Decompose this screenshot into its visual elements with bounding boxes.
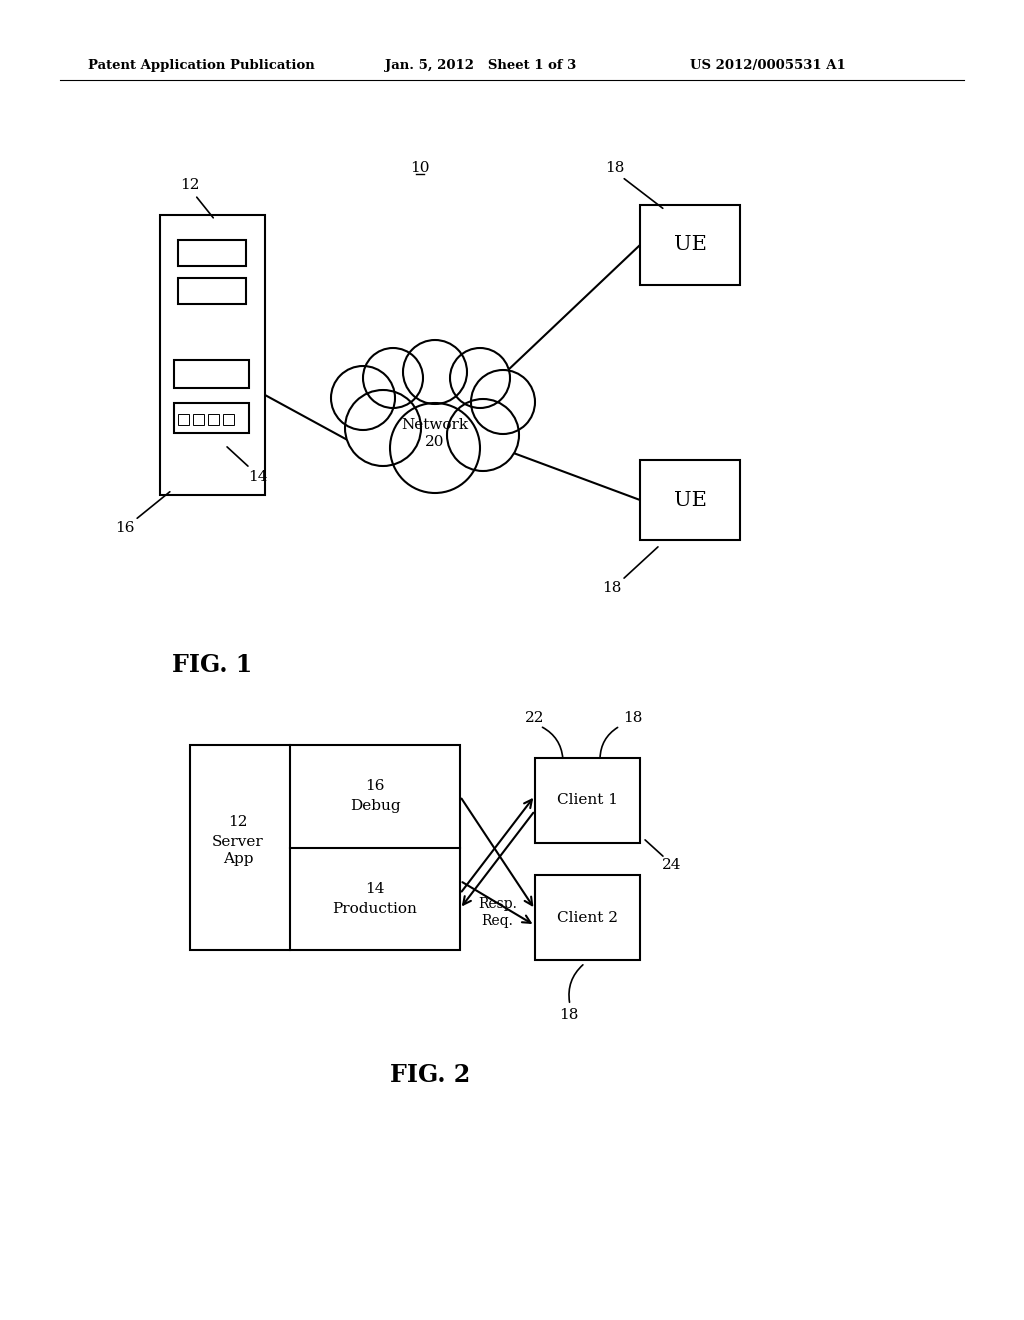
Text: US 2012/0005531 A1: US 2012/0005531 A1: [690, 58, 846, 71]
Circle shape: [471, 370, 535, 434]
Bar: [193, 414, 204, 425]
Bar: [223, 414, 234, 425]
Bar: [178, 240, 246, 267]
Text: Network: Network: [401, 418, 469, 432]
Text: Req.: Req.: [481, 913, 513, 928]
Text: Jan. 5, 2012   Sheet 1 of 3: Jan. 5, 2012 Sheet 1 of 3: [385, 58, 577, 71]
Text: App: App: [223, 853, 253, 866]
Text: Client 1: Client 1: [557, 793, 618, 808]
Text: 22: 22: [525, 711, 545, 725]
Circle shape: [345, 389, 421, 466]
Text: Server: Server: [212, 836, 264, 850]
Text: 12: 12: [180, 178, 200, 191]
Text: FIG. 1: FIG. 1: [172, 653, 252, 677]
Bar: [535, 875, 640, 960]
Text: Client 2: Client 2: [557, 911, 618, 924]
Text: 18: 18: [559, 1008, 579, 1022]
Text: 18: 18: [605, 161, 625, 176]
Bar: [535, 758, 640, 843]
Text: 14: 14: [248, 470, 267, 484]
Text: Debug: Debug: [349, 799, 400, 813]
Text: Production: Production: [333, 902, 418, 916]
Bar: [640, 205, 740, 285]
Text: FIG. 2: FIG. 2: [390, 1063, 470, 1086]
Circle shape: [447, 399, 519, 471]
Bar: [174, 403, 249, 433]
Text: UE: UE: [674, 491, 707, 510]
Text: Patent Application Publication: Patent Application Publication: [88, 58, 314, 71]
Text: 16: 16: [366, 779, 385, 793]
Bar: [640, 459, 740, 540]
Circle shape: [362, 348, 423, 408]
Bar: [190, 744, 460, 950]
Text: 18: 18: [602, 581, 622, 595]
Text: 16: 16: [115, 521, 134, 535]
Circle shape: [331, 366, 395, 430]
Text: 24: 24: [662, 858, 682, 873]
Text: 10: 10: [411, 161, 430, 176]
Text: Resp.: Resp.: [478, 896, 517, 911]
Circle shape: [390, 403, 480, 492]
Bar: [178, 414, 189, 425]
Bar: [178, 279, 246, 304]
Circle shape: [403, 341, 467, 404]
Bar: [160, 215, 265, 495]
Text: 20: 20: [425, 436, 444, 449]
Bar: [208, 414, 219, 425]
Circle shape: [450, 348, 510, 408]
Bar: [174, 360, 249, 388]
Text: UE: UE: [674, 235, 707, 255]
Text: 14: 14: [366, 882, 385, 896]
Text: 12: 12: [228, 816, 248, 829]
Text: 18: 18: [623, 711, 642, 725]
